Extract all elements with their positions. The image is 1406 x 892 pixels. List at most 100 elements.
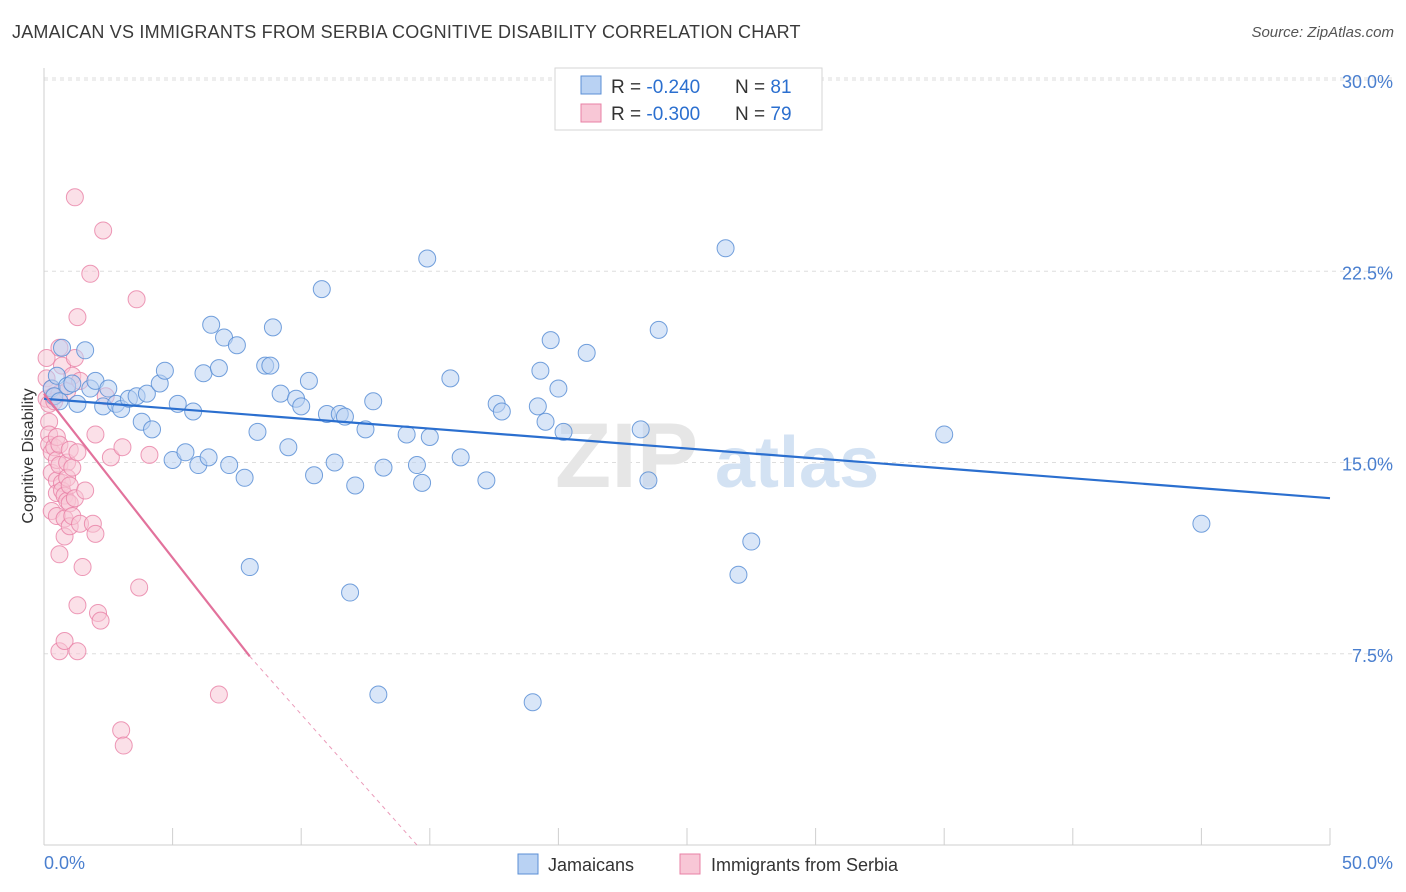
data-point-jamaicans (63, 374, 82, 393)
y-axis-label: Cognitive Disability (20, 388, 37, 523)
data-point-jamaicans (248, 422, 267, 441)
data-point-jamaicans (631, 420, 650, 439)
data-point-jamaicans (305, 466, 324, 485)
data-point-jamaicans (99, 379, 118, 398)
data-point-jamaicans (441, 369, 460, 388)
data-point-serbia (91, 611, 110, 630)
data-point-serbia (113, 438, 132, 457)
data-point-serbia (55, 632, 74, 650)
data-point-jamaicans (143, 420, 162, 439)
trend-line-jamaicans (43, 397, 1331, 500)
legend-swatch-serbia (679, 853, 701, 875)
data-point-jamaicans (420, 428, 439, 446)
data-point-jamaicans (554, 422, 573, 441)
stats-legend: R = -0.240 N = 81 R = -0.300 N = 79 (554, 67, 823, 131)
data-point-jamaicans (364, 392, 383, 411)
data-point-serbia (65, 188, 84, 207)
data-point-jamaicans (227, 336, 246, 355)
data-point-jamaicans (531, 361, 550, 380)
data-point-jamaicans (935, 425, 954, 444)
stats-n-label: N = (735, 77, 770, 98)
stats-swatch-serbia (580, 103, 602, 123)
trend-line-serbia-extension (249, 655, 418, 846)
data-point-jamaicans (541, 331, 560, 350)
watermark-atlas: atlas (715, 423, 879, 503)
stats-r-value: -0.300 (646, 104, 700, 125)
data-point-jamaicans (549, 379, 568, 398)
data-point-jamaicans (240, 558, 259, 577)
x-tick-label: 0.0% (44, 853, 85, 873)
data-point-jamaicans (649, 320, 668, 339)
data-point-jamaicans (292, 397, 311, 416)
data-point-jamaicans (263, 318, 282, 337)
svg-text:N = 79: N = 79 (735, 104, 792, 125)
data-point-serbia (114, 736, 133, 755)
legend-swatch-jamaicans (517, 853, 539, 875)
data-point-jamaicans (577, 343, 596, 362)
stats-r-label: R = (611, 77, 646, 98)
data-point-jamaicans (492, 402, 511, 421)
data-point-jamaicans (194, 364, 213, 383)
data-point-jamaicans (729, 565, 748, 584)
source-credit: Source: ZipAtlas.com (1251, 24, 1394, 41)
stats-r-value: -0.240 (646, 77, 700, 98)
svg-text:R = -0.300: R = -0.300 (611, 104, 700, 125)
data-point-serbia (140, 445, 159, 464)
data-point-jamaicans (742, 532, 761, 551)
data-point-jamaicans (374, 458, 393, 477)
data-point-jamaicans (356, 420, 375, 439)
series-serbia-points (37, 188, 228, 755)
data-point-jamaicans (155, 361, 174, 380)
data-point-jamaicans (202, 315, 221, 334)
y-tick-label: 7.5% (1352, 646, 1393, 666)
data-point-jamaicans (397, 425, 416, 444)
data-point-jamaicans (235, 468, 254, 487)
data-point-jamaicans (271, 384, 290, 403)
data-point-jamaicans (407, 456, 426, 475)
data-point-jamaicans (209, 359, 228, 378)
data-point-jamaicans (261, 356, 280, 375)
chart-title: JAMAICAN VS IMMIGRANTS FROM SERBIA COGNI… (12, 22, 801, 42)
stats-swatch-jamaicans (580, 75, 602, 95)
stats-n-value: 79 (770, 104, 791, 125)
series-legend: Jamaicans Immigrants from Serbia (517, 853, 899, 875)
data-point-serbia (86, 524, 105, 543)
data-point-serbia (76, 481, 95, 500)
data-point-jamaicans (477, 471, 496, 490)
data-point-jamaicans (341, 583, 360, 602)
data-point-serbia (127, 290, 146, 309)
data-point-jamaicans (325, 453, 344, 472)
data-point-jamaicans (312, 280, 331, 299)
data-point-jamaicans (413, 473, 432, 492)
legend-label-jamaicans: Jamaicans (548, 855, 634, 875)
data-point-jamaicans (418, 249, 437, 268)
data-point-jamaicans (53, 338, 72, 357)
data-point-serbia (63, 458, 82, 477)
data-point-serbia (94, 221, 113, 240)
data-point-jamaicans (279, 438, 298, 457)
data-point-jamaicans (451, 448, 470, 467)
svg-text:R = -0.240: R = -0.240 (611, 77, 700, 98)
x-tick-label: 50.0% (1342, 853, 1393, 873)
data-point-serbia (50, 545, 69, 564)
y-tick-label: 15.0% (1342, 455, 1393, 475)
watermark-zip: ZIP (555, 405, 698, 507)
data-point-serbia (86, 425, 105, 444)
stats-n-label: N = (735, 104, 770, 125)
data-point-jamaicans (536, 412, 555, 431)
data-point-serbia (68, 596, 87, 615)
data-point-serbia (68, 443, 87, 462)
data-point-jamaicans (369, 685, 388, 704)
data-point-jamaicans (137, 384, 156, 403)
data-point-jamaicans (299, 371, 318, 390)
data-point-jamaicans (528, 397, 547, 416)
data-point-serbia (68, 642, 87, 661)
y-tick-label: 22.5% (1342, 263, 1393, 283)
data-point-serbia (112, 721, 131, 740)
stats-r-label: R = (611, 104, 646, 125)
data-point-jamaicans (346, 476, 365, 495)
data-point-serbia (73, 558, 92, 577)
tick-labels: 7.5% 15.0% 22.5% 30.0% 0.0% 50.0% (44, 72, 1393, 873)
data-point-jamaicans (639, 471, 658, 490)
